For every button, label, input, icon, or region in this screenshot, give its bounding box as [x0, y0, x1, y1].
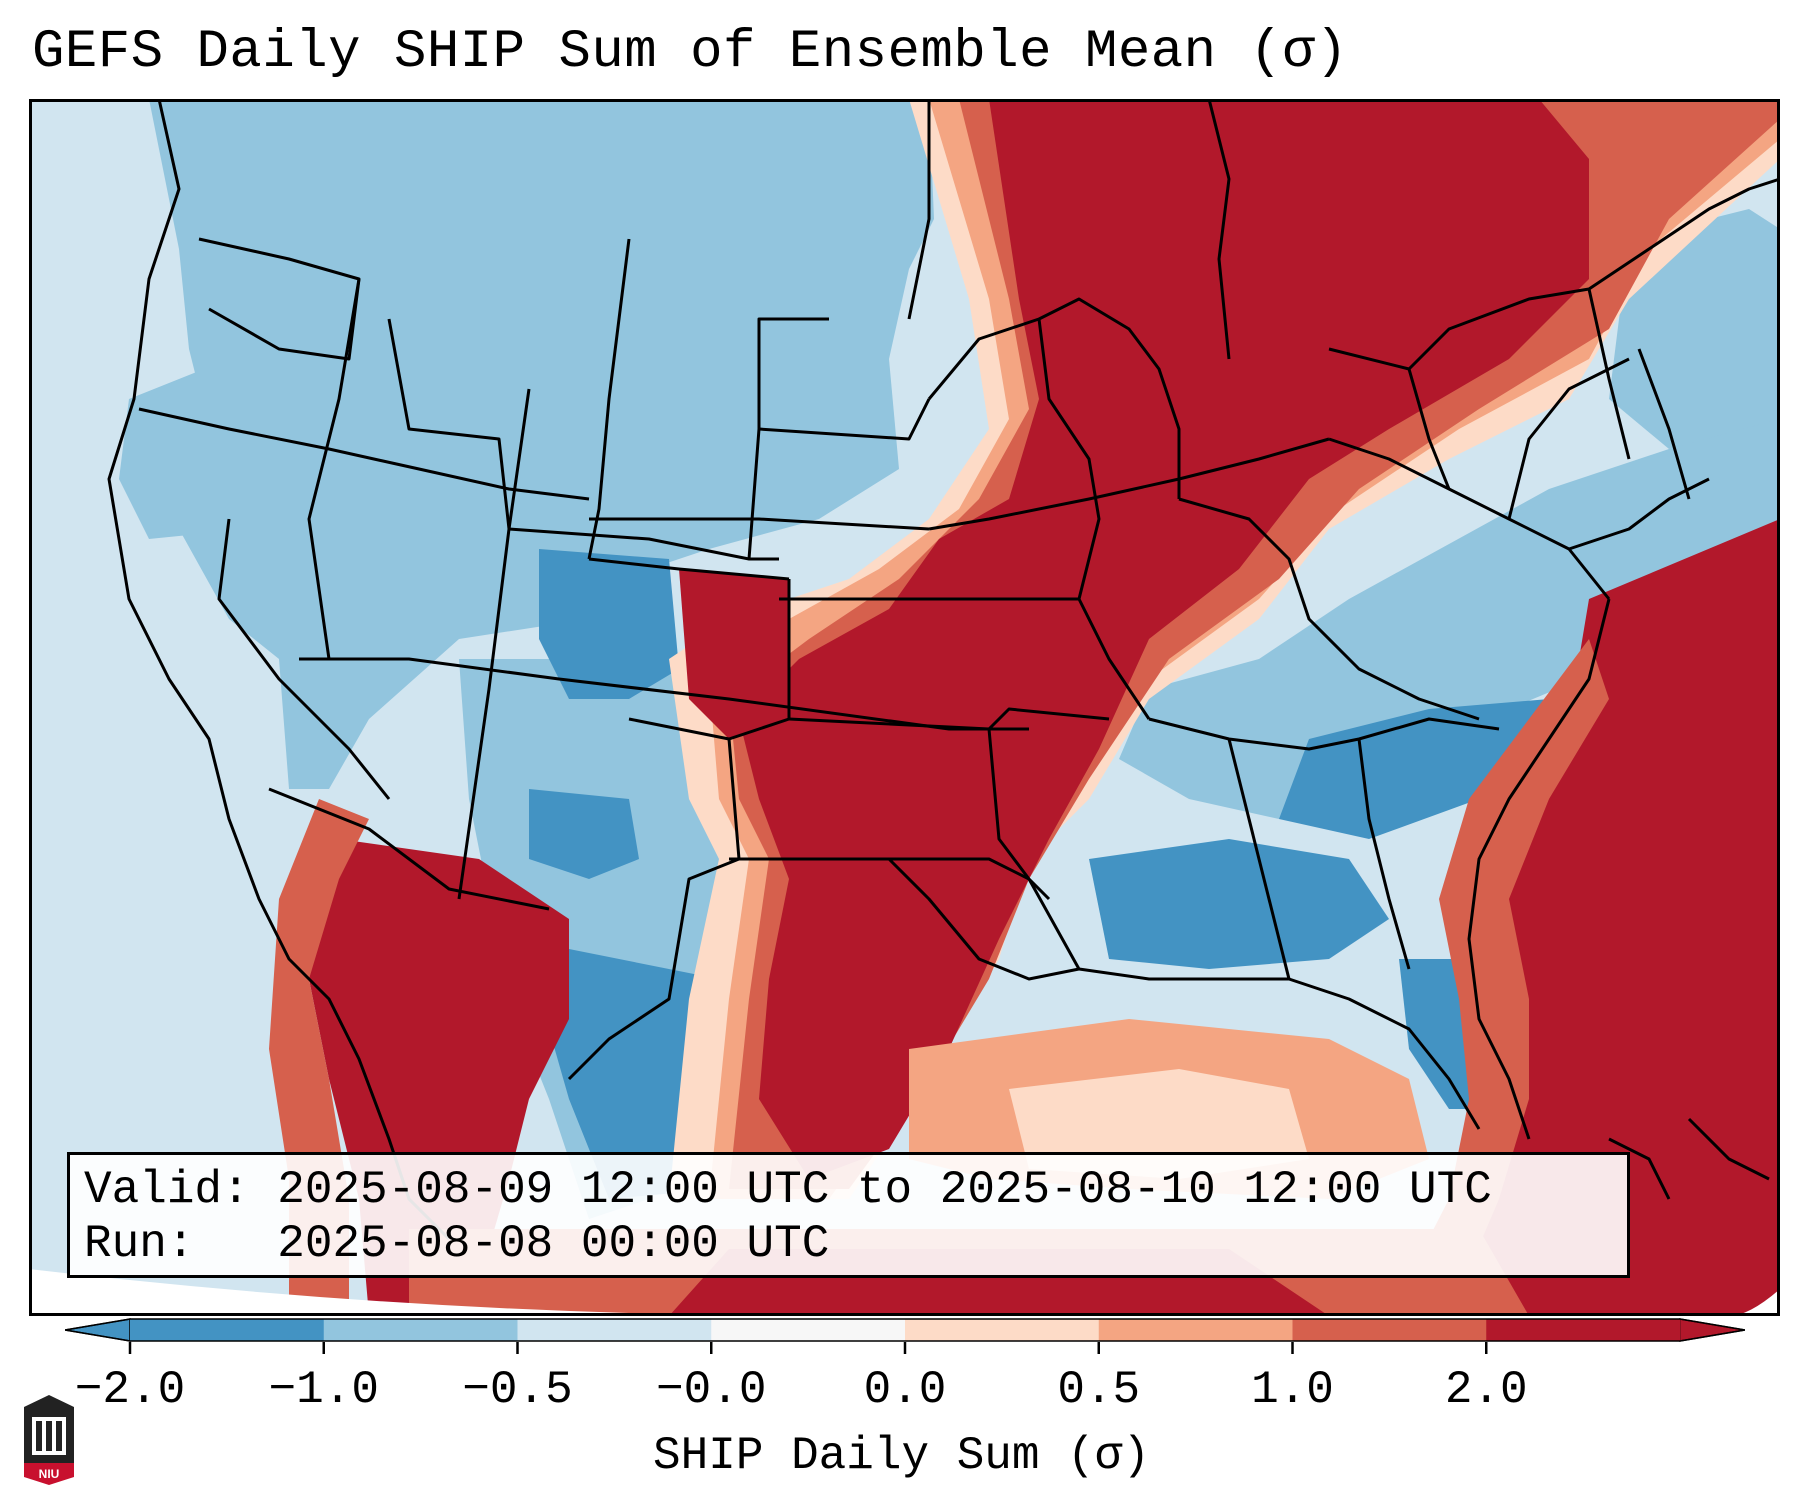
map-panel	[29, 99, 1780, 1316]
colorbar-tick-label: −0.0	[656, 1364, 767, 1416]
field-strong-negative-southeast	[1089, 839, 1389, 969]
colorbar-segment	[323, 1319, 518, 1341]
colorbar-segment	[1486, 1319, 1681, 1341]
map-borders	[107, 99, 1780, 1241]
colorbar-label: SHIP Daily Sum (σ)	[653, 1430, 1150, 1482]
colorbar-outline	[65, 1318, 1745, 1342]
colorbar-extend-min	[65, 1318, 131, 1342]
valid-time-line: Valid: 2025-08-09 12:00 UTC to 2025-08-1…	[84, 1164, 1492, 1216]
colorbar-tick-label: −0.5	[462, 1364, 573, 1416]
colorbar-segment	[905, 1319, 1100, 1341]
colorbar-segment	[711, 1319, 906, 1341]
field-strong-negative-colorado	[539, 549, 679, 699]
colorbar-segment	[517, 1319, 712, 1341]
chart-title: GEFS Daily SHIP Sum of Ensemble Mean (σ)	[32, 22, 1349, 83]
colorbar	[65, 1318, 1745, 1342]
colorbar-extend-max	[1679, 1318, 1745, 1342]
field-negative-north	[149, 99, 934, 789]
field-strong-negative-carolinas	[1279, 699, 1589, 839]
colorbar-tick-label: 0.0	[863, 1364, 947, 1416]
valid-time-box: Valid: 2025-08-09 12:00 UTC to 2025-08-1…	[67, 1152, 1630, 1278]
colorbar-tick-label: 0.5	[1057, 1364, 1141, 1416]
run-time-line: Run: 2025-08-08 00:00 UTC	[84, 1218, 830, 1270]
colorbar-ticks	[128, 1342, 1488, 1354]
outside-projection	[29, 1269, 829, 1316]
map-frame	[29, 99, 1780, 1316]
colorbar-tick-label: 1.0	[1251, 1364, 1334, 1416]
colorbar-tick-label: 2.0	[1444, 1364, 1528, 1416]
logo-text: NIU	[39, 1467, 60, 1481]
colorbar-tick-label: −2.0	[74, 1364, 186, 1416]
field-negative-west	[119, 359, 259, 539]
colorbar-segment	[1098, 1319, 1293, 1341]
outside-projection-right	[1729, 1289, 1780, 1316]
colorbar-tick-label: −1.0	[268, 1364, 379, 1416]
field-weak-positive-gulf	[1009, 1069, 1309, 1179]
field-moderate-positive-atlantic	[1389, 639, 1609, 1316]
field-strong-negative-newmexico	[529, 789, 639, 879]
field-strong-positive-core	[739, 99, 1589, 1179]
niu-logo-icon: NIU	[24, 1395, 74, 1485]
colorbar-segment	[1292, 1319, 1487, 1341]
field-negative-east	[1119, 399, 1780, 819]
colorbar-segment	[130, 1319, 325, 1341]
